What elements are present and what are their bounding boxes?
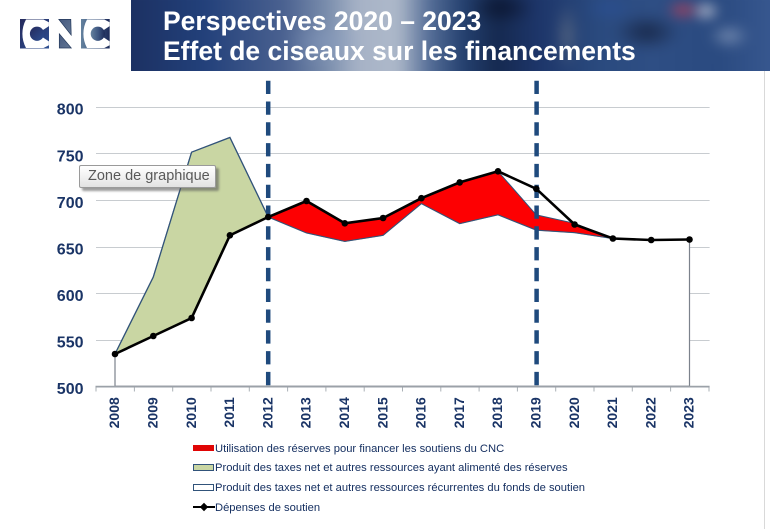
svg-text:2013: 2013: [298, 397, 314, 428]
svg-text:650: 650: [57, 241, 84, 258]
svg-text:2021: 2021: [604, 397, 620, 428]
svg-text:500: 500: [57, 381, 84, 398]
svg-text:2017: 2017: [451, 397, 467, 428]
svg-text:2022: 2022: [642, 397, 658, 428]
svg-text:600: 600: [57, 288, 84, 305]
svg-text:700: 700: [57, 195, 84, 212]
svg-text:2009: 2009: [145, 397, 161, 428]
svg-text:2019: 2019: [528, 397, 544, 428]
svg-text:2014: 2014: [336, 397, 352, 428]
svg-text:2016: 2016: [413, 397, 429, 428]
svg-text:550: 550: [57, 335, 84, 352]
svg-text:2015: 2015: [374, 397, 390, 428]
svg-text:2010: 2010: [183, 397, 199, 428]
svg-text:750: 750: [57, 148, 84, 165]
svg-text:2020: 2020: [566, 397, 582, 428]
svg-text:2011: 2011: [221, 397, 237, 428]
svg-text:2018: 2018: [489, 397, 505, 428]
svg-text:800: 800: [57, 102, 84, 119]
svg-text:2008: 2008: [106, 397, 122, 428]
svg-text:2023: 2023: [681, 397, 697, 428]
svg-text:2012: 2012: [259, 397, 275, 428]
